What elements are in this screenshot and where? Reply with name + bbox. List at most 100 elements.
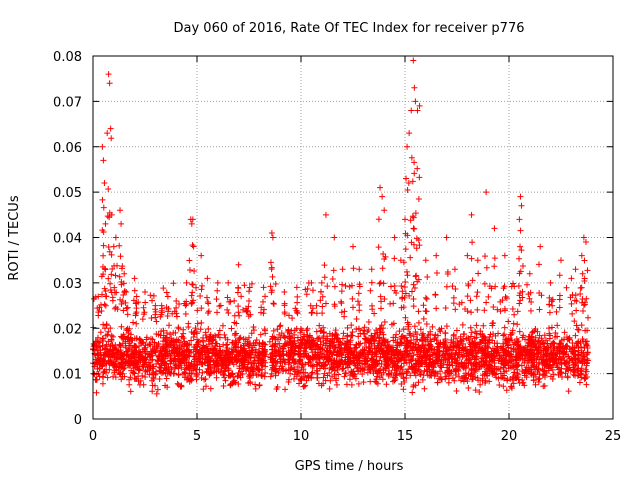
roti-point [356,302,363,309]
roti-point [373,373,380,380]
roti-point [180,326,187,333]
roti-point [452,368,459,375]
roti-point [574,352,581,359]
roti-point [281,300,288,307]
roti-point [491,365,498,372]
roti-point [260,298,267,305]
roti-point [445,379,452,386]
roti-point [415,196,422,203]
roti-point [146,371,153,378]
roti-point [560,336,567,343]
roti-point [205,368,212,375]
roti-point [547,279,554,286]
roti-point [536,359,543,366]
roti-point [402,314,409,321]
roti-point [527,350,534,357]
roti-point [181,374,188,381]
roti-point [365,319,372,326]
roti-point [207,385,214,392]
roti-point [167,354,174,361]
roti-point [125,330,132,337]
roti-point [99,196,106,203]
roti-point [94,352,101,359]
roti-point [338,309,345,316]
roti-point [578,284,585,291]
roti-point [158,370,165,377]
roti-point [473,362,480,369]
roti-point [241,345,248,352]
roti-point [92,359,99,366]
roti-point [173,348,180,355]
roti-point [331,303,338,310]
roti-point [329,333,336,340]
roti-point [324,335,331,342]
roti-point [534,328,541,335]
x-tick-label: 5 [193,429,201,444]
roti-point [135,299,142,306]
roti-point [326,349,333,356]
roti-point [133,305,140,312]
grid-lines [93,56,613,419]
roti-point [410,57,417,64]
roti-point [508,358,515,365]
roti-point [556,292,563,299]
roti-point [569,345,576,352]
roti-point [577,290,584,297]
roti-point [546,330,553,337]
roti-point [536,306,543,313]
roti-point [400,386,407,393]
roti-point [376,339,383,346]
roti-point [529,329,536,336]
roti-point [126,340,133,347]
roti-point [479,355,486,362]
roti-point [118,376,125,383]
roti-point [501,283,508,290]
roti-point [422,294,429,301]
roti-point [540,372,547,379]
roti-point [99,291,106,298]
roti-point [460,340,467,347]
roti-point [114,262,121,269]
roti-point [433,337,440,344]
roti-point [219,322,226,329]
roti-point [313,310,320,317]
roti-point [478,346,485,353]
roti-point [398,363,405,370]
roti-point [474,289,481,296]
roti-point [256,349,263,356]
roti-point [277,353,284,360]
roti-point [355,333,362,340]
roti-point [448,351,455,358]
roti-point [106,248,113,255]
roti-point [349,295,356,302]
roti-point [262,293,269,300]
roti-point [486,351,493,358]
roti-point [120,280,127,287]
roti-point [582,239,589,246]
roti-point [245,368,252,375]
roti-point [305,359,312,366]
roti-point [150,374,157,381]
roti-point [139,339,146,346]
roti-point [156,376,163,383]
roti-point [124,311,131,318]
roti-point [297,376,304,383]
roti-point [492,332,499,339]
roti-point [471,356,478,363]
roti-point [458,351,465,358]
roti-point [388,283,395,290]
roti-point [341,308,348,315]
roti-point [216,303,223,310]
roti-point [532,381,539,388]
roti-point [571,297,578,304]
x-tick-label: 15 [397,429,414,444]
roti-point [377,279,384,286]
roti-point [572,266,579,273]
roti-point [164,293,171,300]
roti-point [240,335,247,342]
roti-point [371,310,378,317]
roti-point [444,361,451,368]
roti-point [491,225,498,232]
roti-point [117,369,124,376]
roti-point [404,143,411,150]
